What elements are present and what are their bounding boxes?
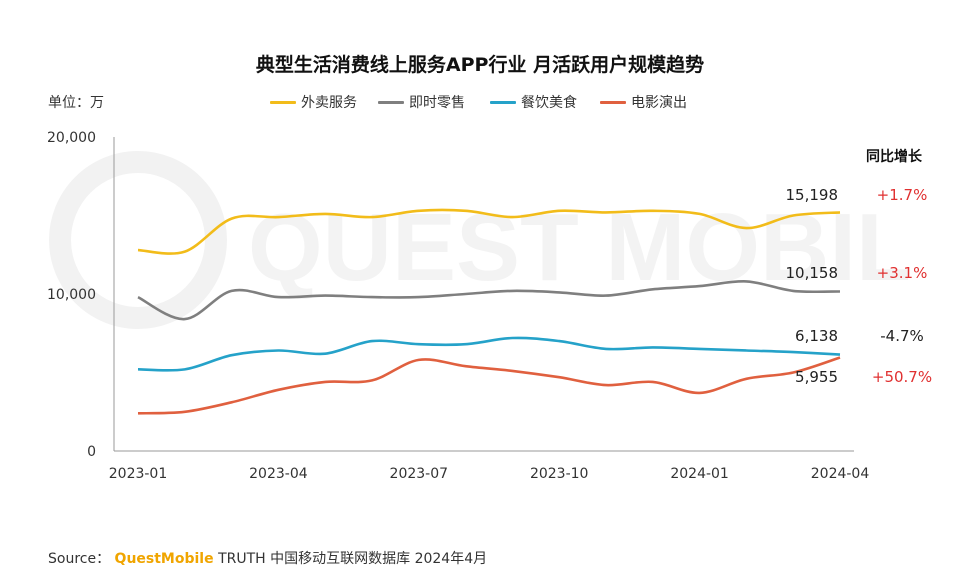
y-tick-label: 10,000 [47,287,96,303]
legend-item-dianying: 电影演出 [600,92,687,112]
legend: 外卖服务 即时零售 餐饮美食 电影演出 [0,92,960,112]
legend-item-waimai: 外卖服务 [270,92,357,112]
y-tick-label: 20,000 [47,130,96,146]
source-note: Source： QuestMobile TRUTH 中国移动互联网数据库 202… [48,548,487,568]
source-brand: QuestMobile [114,551,214,567]
source-suffix: TRUTH 中国移动互联网数据库 2024年4月 [218,551,488,567]
end-value-label: 15,198 [786,186,839,204]
x-tick-label: 2024-01 [670,466,729,482]
end-value-label: 5,955 [795,368,838,386]
legend-swatch [270,100,296,104]
legend-label: 外卖服务 [301,95,357,111]
legend-swatch [378,100,404,104]
x-tick-label: 2023-10 [530,466,589,482]
x-tick-label: 2024-04 [811,466,870,482]
source-prefix: Source： [48,551,111,567]
series-line-4 [137,356,841,415]
x-tick-label: 2023-01 [109,466,168,482]
yoy-header: 同比增长 [866,149,922,165]
y-tick-label: 0 [87,444,96,460]
series-line-1 [137,208,841,255]
legend-swatch [600,100,626,104]
series-line-3 [137,336,841,372]
legend-item-jishi: 即时零售 [378,92,465,112]
yoy-value-label: +1.7% [877,186,928,204]
legend-item-canyin: 餐饮美食 [490,92,577,112]
yoy-value-label: +50.7% [872,368,932,386]
legend-label: 即时零售 [409,95,465,111]
yoy-value-label: -4.7% [880,327,924,345]
x-tick-label: 2023-07 [390,466,449,482]
legend-label: 电影演出 [631,95,687,111]
legend-label: 餐饮美食 [521,95,577,111]
series-line-2 [137,280,841,321]
yoy-value-label: +3.1% [877,264,928,282]
end-value-label: 6,138 [795,327,838,345]
end-value-label: 10,158 [786,264,839,282]
chart-title: 典型生活消费线上服务APP行业 月活跃用户规模趋势 [255,54,705,76]
x-tick-label: 2023-04 [249,466,308,482]
unit-label: 单位：万 [48,95,104,111]
legend-swatch [490,100,516,104]
